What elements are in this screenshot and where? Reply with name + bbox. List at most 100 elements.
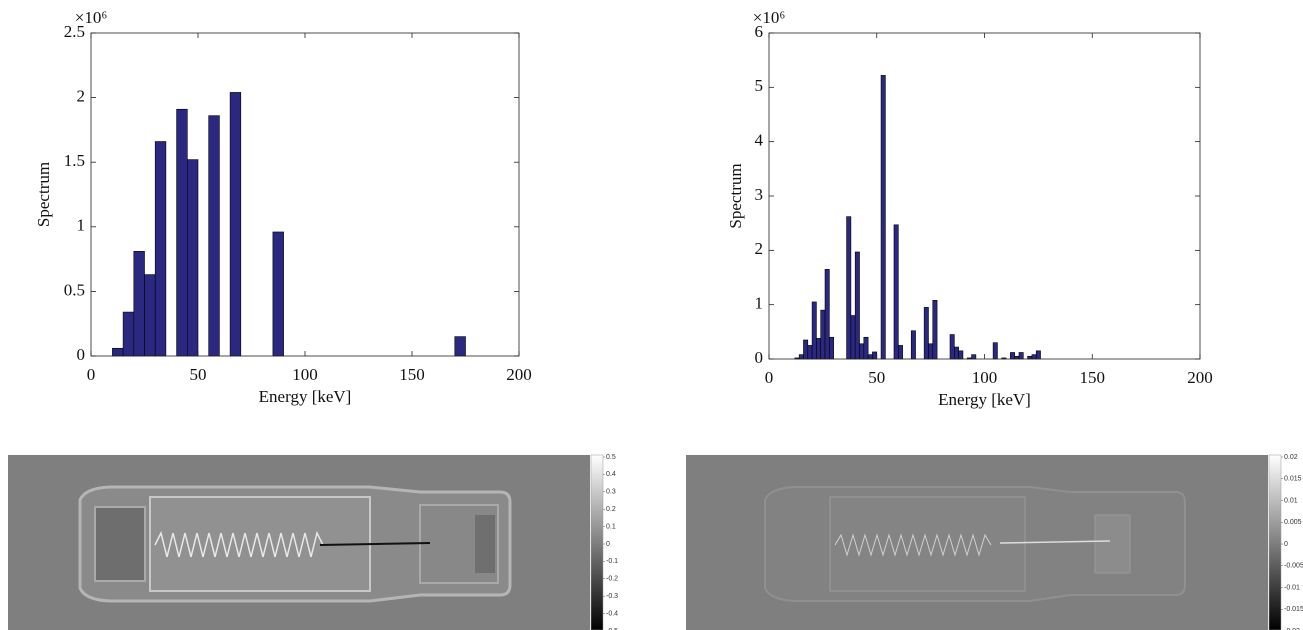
bar	[1035, 350, 1041, 360]
colorbar-tick-label: -0.1	[606, 558, 618, 565]
bar	[932, 300, 938, 360]
bar	[1018, 352, 1024, 360]
y-tick-label: 6	[755, 22, 764, 41]
x-axis-label: Energy [keV]	[938, 390, 1031, 409]
bar	[154, 141, 167, 357]
axes-box	[768, 32, 1201, 360]
y-tick-label: 0	[77, 345, 86, 364]
colorbar-tick-label: 0.5	[606, 454, 616, 461]
y-tick-label: 2	[755, 239, 764, 258]
colorbar	[1268, 454, 1282, 630]
x-tick-label: 100	[292, 365, 318, 384]
y-axis-label: Spectrum	[726, 163, 745, 228]
y-tick-label: 3	[755, 185, 764, 204]
bar	[897, 345, 903, 360]
colorbar-tick-label: 0.015	[1284, 476, 1302, 483]
x-axis-label: Energy [keV]	[259, 387, 352, 406]
bar	[144, 274, 156, 357]
bar	[811, 301, 817, 360]
colorbar-tick-label: -0.015	[1284, 606, 1303, 613]
y-tick-label: 0.5	[64, 280, 85, 299]
bar	[1014, 355, 1020, 360]
colorbar-tick-label: 0.01	[1284, 497, 1298, 504]
xray-image	[8, 455, 590, 630]
bar	[807, 345, 813, 360]
bar	[954, 346, 959, 360]
y-tick-label: 1	[77, 216, 86, 235]
bar	[229, 92, 242, 357]
bar	[816, 338, 822, 360]
y-tick-label: 5	[755, 76, 764, 95]
colorbar-tick-label: -0.5	[606, 628, 618, 630]
x-tick-label: 0	[765, 368, 774, 387]
bar	[893, 224, 899, 360]
bar	[910, 330, 916, 360]
x-tick-label: 50	[868, 368, 885, 387]
bar	[992, 342, 998, 360]
bar	[928, 343, 934, 360]
bar	[122, 311, 135, 357]
bar	[454, 336, 466, 357]
x-tick-label: 50	[190, 365, 207, 384]
bar	[958, 350, 964, 360]
bar	[803, 339, 809, 360]
bar	[798, 354, 804, 360]
bar	[850, 315, 856, 360]
x-tick-label: 0	[87, 365, 96, 384]
bar	[112, 347, 124, 357]
colorbar-tick-label: -0.005	[1284, 563, 1303, 570]
y-axis-label: Spectrum	[34, 162, 53, 227]
colorbar	[590, 454, 604, 630]
bar	[820, 309, 826, 360]
bar	[854, 251, 860, 360]
y-tick-label: 0	[755, 348, 764, 367]
colorbar-tick-label: -0.01	[1284, 584, 1300, 591]
y-tick-label: 1.5	[64, 151, 85, 170]
bar	[1031, 354, 1037, 360]
bar	[971, 354, 977, 360]
colorbar-tick-label: 0.4	[606, 471, 616, 478]
bar	[1027, 355, 1033, 360]
y-tick-label: 1	[755, 294, 764, 313]
x-tick-label: 200	[1187, 368, 1213, 387]
y-tick-label: 2.5	[64, 22, 85, 41]
y-multiplier: ×10⁶	[75, 8, 108, 27]
colorbar-tick-label: 0	[1284, 541, 1288, 548]
bar	[187, 159, 199, 357]
bar	[872, 351, 878, 360]
colorbar-tick-label: 0.005	[1284, 519, 1302, 526]
y-multiplier: ×10⁶	[753, 8, 786, 27]
colorbar-tick-label: 0	[606, 541, 610, 548]
bar	[272, 231, 284, 357]
y-tick-label: 2	[77, 87, 86, 106]
bar	[863, 336, 869, 360]
x-tick-label: 150	[399, 365, 425, 384]
colorbar-tick-label: -0.02	[1284, 628, 1300, 630]
bar	[176, 108, 188, 357]
bar	[1010, 352, 1015, 360]
xray-image	[686, 455, 1268, 630]
colorbar-tick-label: 0.2	[606, 506, 616, 513]
bar	[923, 307, 929, 360]
colorbar-tick-label: -0.4	[606, 610, 618, 617]
colorbar-tick-label: -0.2	[606, 576, 618, 583]
colorbar-tick-label: 0.02	[1284, 454, 1298, 461]
bar	[846, 216, 852, 360]
bar	[949, 334, 955, 360]
x-tick-label: 150	[1080, 368, 1106, 387]
bar	[867, 354, 873, 360]
bar	[208, 115, 220, 357]
bar	[133, 251, 145, 357]
bar	[829, 336, 834, 360]
colorbar-tick-label: 0.1	[606, 523, 616, 530]
bar	[880, 75, 886, 360]
bar	[859, 343, 865, 360]
x-tick-label: 200	[506, 365, 532, 384]
bar	[824, 269, 830, 360]
y-tick-label: 4	[755, 131, 764, 150]
colorbar-tick-label: -0.3	[606, 593, 618, 600]
colorbar-tick-label: 0.3	[606, 489, 616, 496]
x-tick-label: 100	[972, 368, 998, 387]
